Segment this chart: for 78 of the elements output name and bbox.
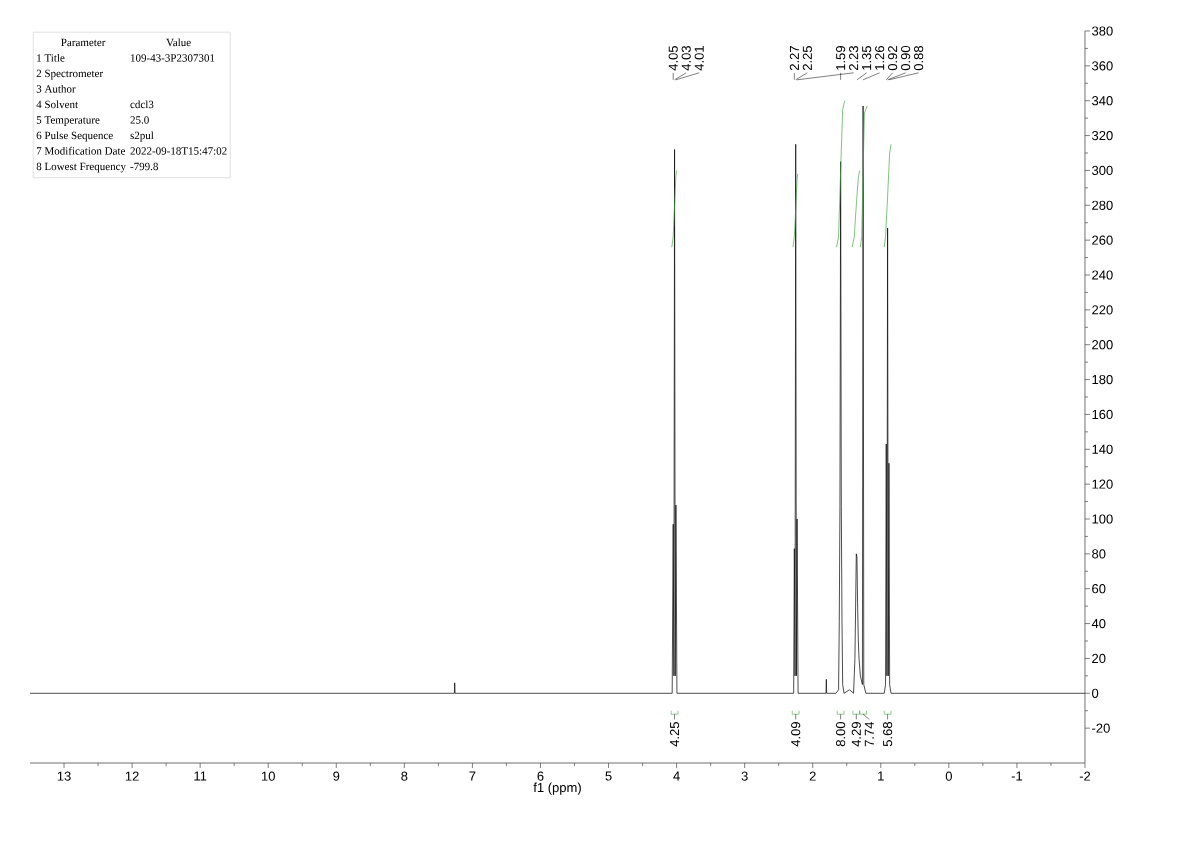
y-tick-label: 300 bbox=[1092, 165, 1113, 176]
x-tick-label: 7 bbox=[469, 771, 476, 781]
y-tick-label: 60 bbox=[1092, 584, 1106, 594]
x-axis-title: f1 (ppm) bbox=[533, 782, 581, 795]
annotation: 0.92 bbox=[888, 46, 898, 71]
x-tick-label: 10 bbox=[261, 771, 275, 781]
annotation: 0.90 bbox=[901, 45, 911, 71]
annotation: 4 Solvent bbox=[36, 100, 79, 109]
x-tick-label: 3 bbox=[741, 771, 748, 781]
annotation: 3 Author bbox=[36, 84, 76, 93]
x-tick-label: 0 bbox=[945, 771, 952, 781]
x-tick-label: 9 bbox=[333, 771, 340, 781]
annotation: 25.0 bbox=[130, 116, 149, 124]
line-series bbox=[860, 105, 868, 248]
x-tick-label: 1 bbox=[878, 771, 884, 781]
line-series bbox=[851, 170, 861, 248]
y-tick-label: 240 bbox=[1092, 270, 1113, 280]
annotation: 1 Title bbox=[37, 53, 65, 62]
annotation: 0.88 bbox=[914, 46, 924, 71]
y-tick-label: 80 bbox=[1092, 549, 1106, 559]
annotation: 4.03 bbox=[681, 46, 691, 71]
y-tick-label: 20 bbox=[1092, 653, 1106, 664]
annotation: 8.00 bbox=[836, 722, 846, 747]
y-tick-label: 160 bbox=[1092, 409, 1113, 420]
x-tick-label: -1 bbox=[1011, 771, 1023, 781]
x-tick-label: -2 bbox=[1079, 771, 1091, 781]
annotation: 5.68 bbox=[882, 722, 893, 747]
y-tick-label: 260 bbox=[1092, 235, 1113, 245]
annotation: Value bbox=[166, 38, 191, 47]
x-tick-label: 12 bbox=[125, 771, 139, 781]
annotation: 2 Spectrometer bbox=[36, 69, 103, 80]
annotation: 4.05 bbox=[668, 46, 678, 71]
y-tick-label: 40 bbox=[1091, 618, 1106, 629]
y-tick-label: 0 bbox=[1092, 688, 1099, 698]
y-tick-label: 280 bbox=[1092, 200, 1113, 210]
annotation: 1.26 bbox=[875, 46, 885, 70]
x-tick-label: 6 bbox=[537, 771, 544, 781]
y-tick-label: 200 bbox=[1092, 340, 1113, 350]
line-series bbox=[671, 170, 677, 248]
y-tick-label: -20 bbox=[1092, 723, 1110, 733]
annotation: 109-43-3P2307301 bbox=[130, 54, 215, 62]
annotation: 8 Lowest Frequency bbox=[36, 162, 126, 173]
annotation: 7.74 bbox=[864, 721, 874, 747]
x-tick-label: 13 bbox=[57, 771, 71, 781]
annotation: 4.29 bbox=[851, 722, 861, 747]
annotation: 5 Temperature bbox=[36, 116, 100, 126]
y-tick-label: 180 bbox=[1092, 374, 1113, 385]
y-tick-label: 360 bbox=[1092, 61, 1113, 71]
annotation: 2.25 bbox=[802, 46, 812, 71]
y-tick-label: 320 bbox=[1092, 130, 1113, 141]
annotation: Parameter bbox=[61, 38, 106, 47]
annotation: 6 Pulse Sequence bbox=[36, 131, 113, 142]
x-tick-label: 11 bbox=[194, 771, 207, 781]
annotation: 4.25 bbox=[669, 722, 680, 747]
annotation: 4.09 bbox=[791, 722, 801, 747]
annotation: s2pul bbox=[130, 131, 154, 142]
line-series bbox=[883, 143, 892, 248]
y-tick-label: 340 bbox=[1092, 96, 1113, 106]
annotation: 2022-09-18T15:47:02 bbox=[130, 147, 227, 155]
y-tick-label: 140 bbox=[1092, 444, 1113, 454]
annotation: 2.27 bbox=[789, 46, 799, 71]
annotation: -799.8 bbox=[130, 162, 159, 171]
y-tick-label: 220 bbox=[1092, 305, 1113, 315]
x-tick-label: 5 bbox=[605, 771, 612, 781]
annotation: 2.23 bbox=[849, 46, 859, 71]
annotation: cdcl3 bbox=[130, 100, 154, 109]
annotation: 4.01 bbox=[694, 46, 704, 71]
line-series bbox=[792, 173, 799, 248]
y-tick-label: 120 bbox=[1092, 479, 1113, 489]
annotation: 1.59 bbox=[836, 46, 846, 70]
y-tick-label: 380 bbox=[1092, 26, 1113, 36]
y-tick-label: 100 bbox=[1092, 514, 1113, 524]
annotation: 1.35 bbox=[862, 46, 872, 70]
x-tick-label: 4 bbox=[673, 771, 680, 781]
x-tick-label: 2 bbox=[809, 771, 816, 781]
x-tick-label: 8 bbox=[401, 771, 408, 781]
line-series bbox=[836, 100, 846, 248]
annotation: 7 Modification Date bbox=[36, 146, 126, 155]
